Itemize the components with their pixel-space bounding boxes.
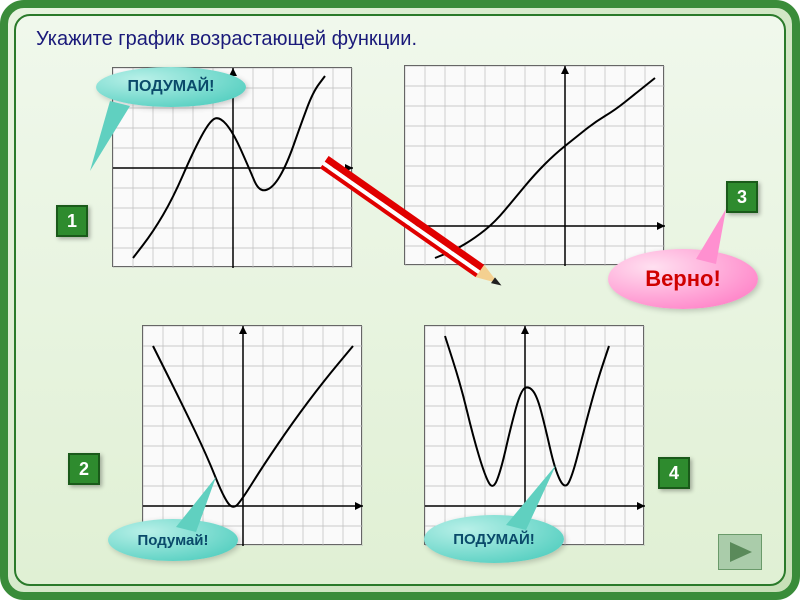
bubble-tail-1 <box>90 101 150 186</box>
slide-inner: Укажите график возрастающей функции. ПОД… <box>14 14 786 586</box>
answer-button-4[interactable]: 4 <box>658 457 690 489</box>
bubble-tail-4 <box>506 465 566 550</box>
graph-3 <box>142 325 362 545</box>
graph-area: ПОДУМАЙ! Верно! Подумай! ПОДУМАЙ! 1 2 <box>36 57 764 567</box>
answer-label-1: 1 <box>67 211 77 232</box>
bubble-tail-2 <box>176 477 236 562</box>
bubble-tail-correct <box>666 209 726 294</box>
next-button[interactable] <box>718 534 762 570</box>
answer-label-2: 2 <box>79 459 89 480</box>
feedback-text-1: ПОДУМАЙ! <box>128 78 215 96</box>
answer-button-2[interactable]: 2 <box>68 453 100 485</box>
question-text: Укажите график возрастающей функции. <box>36 28 764 51</box>
slide-frame: Укажите график возрастающей функции. ПОД… <box>0 0 800 600</box>
answer-button-3[interactable]: 3 <box>726 181 758 213</box>
answer-label-3: 3 <box>737 187 747 208</box>
answer-button-1[interactable]: 1 <box>56 205 88 237</box>
play-icon <box>726 540 754 564</box>
answer-label-4: 4 <box>669 463 679 484</box>
